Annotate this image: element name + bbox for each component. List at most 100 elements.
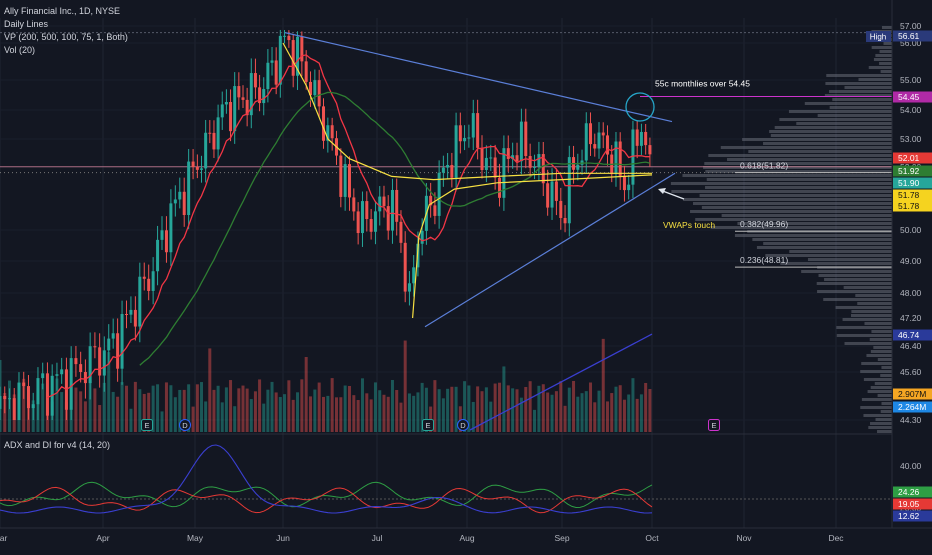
candle-body bbox=[605, 135, 609, 155]
candle-body bbox=[283, 35, 287, 37]
vp-bar bbox=[705, 170, 892, 173]
legend-volume[interactable]: Vol (20) bbox=[4, 45, 36, 55]
earnings-marker[interactable] bbox=[141, 419, 153, 431]
vp-bar bbox=[880, 70, 892, 73]
adx-tick: 40.00 bbox=[900, 461, 922, 471]
candle-body bbox=[69, 358, 73, 410]
volume-bar bbox=[304, 357, 308, 432]
vp-bar bbox=[763, 142, 892, 145]
price-tick: 44.30 bbox=[900, 415, 922, 425]
candle-body bbox=[467, 137, 471, 139]
vp-bar bbox=[752, 238, 892, 241]
volume-trendline[interactable] bbox=[469, 333, 653, 431]
volume-bar bbox=[597, 390, 601, 432]
vp-bar bbox=[870, 386, 892, 389]
vp-bar bbox=[881, 402, 892, 405]
candle-body bbox=[229, 102, 233, 132]
volume-bar bbox=[559, 381, 563, 432]
price-tick: 50.00 bbox=[900, 225, 922, 235]
highlight-circle[interactable] bbox=[625, 92, 655, 122]
volume-bar bbox=[454, 386, 458, 432]
volume-bar bbox=[88, 379, 92, 432]
candle-body bbox=[129, 309, 133, 315]
vp-bar bbox=[873, 58, 892, 61]
earnings-marker[interactable] bbox=[708, 419, 720, 431]
vp-bar bbox=[835, 306, 892, 309]
candle-body bbox=[17, 382, 21, 420]
dividend-marker[interactable] bbox=[457, 419, 469, 431]
high-label-bg bbox=[866, 31, 891, 42]
vp-bar bbox=[842, 318, 892, 321]
candle-body bbox=[330, 125, 334, 139]
vp-bar bbox=[863, 378, 892, 381]
volume-bar bbox=[41, 383, 45, 432]
di-minus-label-bg bbox=[893, 498, 932, 510]
vp-bar bbox=[807, 258, 892, 261]
price-tick: 47.20 bbox=[900, 313, 922, 323]
candle-body bbox=[31, 404, 35, 409]
candle-body bbox=[369, 219, 373, 232]
candle-body bbox=[120, 313, 124, 369]
price-tick: 57.00 bbox=[900, 21, 922, 31]
candle-body bbox=[182, 191, 186, 216]
earnings-marker[interactable] bbox=[422, 419, 434, 431]
monthlies-price-label-bg bbox=[893, 91, 932, 103]
high-price-label: 56.61 bbox=[898, 31, 920, 41]
candle-body bbox=[450, 165, 454, 178]
legend-volume-profile[interactable]: VP (200, 500, 100, 75, 1, Both) bbox=[4, 32, 128, 42]
candle-body bbox=[326, 125, 330, 141]
event-marker-label: E bbox=[144, 421, 149, 430]
month-label: May bbox=[187, 533, 204, 543]
vp-bar bbox=[704, 162, 892, 165]
candle-body bbox=[195, 166, 199, 170]
vwap-high-line bbox=[282, 42, 652, 181]
vp-bar bbox=[817, 114, 892, 117]
di-minus-label: 19.05 bbox=[898, 499, 920, 509]
candle-body bbox=[498, 177, 502, 198]
volume-label-bg bbox=[893, 388, 932, 400]
candle-body bbox=[584, 123, 588, 161]
volume-bar bbox=[347, 385, 351, 432]
candle-body bbox=[463, 137, 467, 142]
volume-bar bbox=[589, 382, 593, 432]
vp-bar bbox=[883, 42, 892, 45]
volume-bar bbox=[195, 384, 199, 432]
candle-body bbox=[0, 396, 2, 409]
volume-bar bbox=[519, 397, 523, 432]
dividend-marker[interactable] bbox=[179, 419, 191, 431]
vp-bar bbox=[705, 186, 892, 189]
candle-body bbox=[618, 141, 622, 176]
di-plus-label-bg bbox=[893, 486, 932, 498]
volume-bar bbox=[287, 380, 291, 432]
volume-bar bbox=[253, 391, 257, 432]
volume-bar bbox=[55, 378, 59, 432]
candle-body bbox=[476, 113, 480, 148]
candle-body bbox=[546, 183, 550, 208]
volume-bar bbox=[326, 395, 330, 432]
vp-bar bbox=[742, 138, 892, 141]
vp-bar bbox=[826, 74, 892, 77]
candle-body bbox=[511, 155, 515, 159]
upper-trendline[interactable] bbox=[284, 32, 673, 123]
vp-bar bbox=[734, 234, 892, 237]
volume-bar bbox=[480, 391, 484, 432]
vp-bar bbox=[864, 322, 892, 325]
vp-bar bbox=[880, 410, 892, 413]
di-minus-line bbox=[0, 486, 653, 514]
candle-body bbox=[208, 132, 212, 134]
candle-body bbox=[317, 80, 321, 107]
legend-daily-lines[interactable]: Daily Lines bbox=[4, 19, 49, 29]
price-tick: 48.00 bbox=[900, 288, 922, 298]
lower-trendline[interactable] bbox=[424, 172, 676, 328]
volume-bar bbox=[138, 389, 142, 432]
adx-label-bg bbox=[893, 510, 932, 522]
vp-bar bbox=[855, 294, 892, 297]
candle-body bbox=[378, 196, 382, 212]
adx-line bbox=[0, 444, 653, 514]
volume-bar bbox=[412, 395, 416, 432]
volume-bar bbox=[610, 393, 614, 432]
volume-bar bbox=[605, 401, 609, 432]
candle-body bbox=[403, 242, 407, 292]
adx-legend[interactable]: ADX and DI for v4 (14, 20) bbox=[4, 440, 111, 450]
